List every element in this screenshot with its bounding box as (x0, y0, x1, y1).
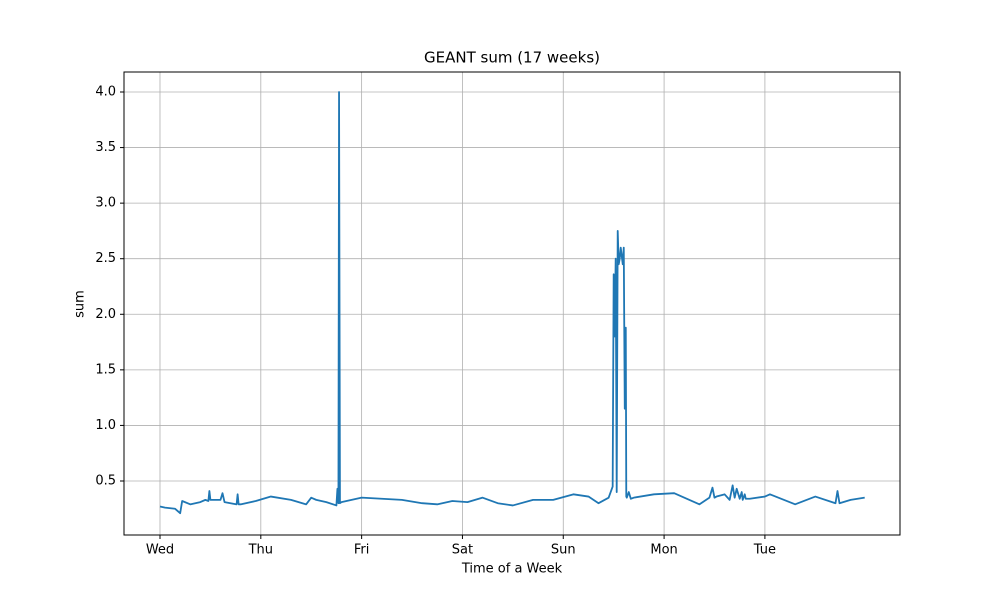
y-tick-label: 4.0 (95, 85, 116, 100)
y-tick-label: 2.0 (95, 307, 116, 322)
plot-frame (123, 71, 901, 536)
x-tick-label: Wed (146, 543, 174, 558)
x-tick-label: Sun (551, 543, 576, 558)
y-tick-label: 3.5 (95, 140, 116, 155)
x-tick-label: Thu (248, 543, 273, 558)
y-axis-label: sum (73, 290, 88, 318)
x-tick-label: Mon (650, 543, 677, 558)
chart-title: GEANT sum (17 weeks) (424, 49, 600, 67)
y-tick-label: 1.0 (95, 418, 116, 433)
y-tick-label: 2.5 (95, 251, 116, 266)
y-tick-label: 0.5 (95, 473, 116, 488)
x-axis-label: Time of a Week (461, 562, 563, 577)
data-line (159, 91, 865, 515)
y-tick-label: 3.0 (95, 196, 116, 211)
x-tick-label: Fri (354, 543, 370, 558)
x-tick-label: Tue (753, 543, 776, 558)
x-tick-label: Sat (452, 543, 473, 558)
y-tick-label: 1.5 (95, 362, 116, 377)
